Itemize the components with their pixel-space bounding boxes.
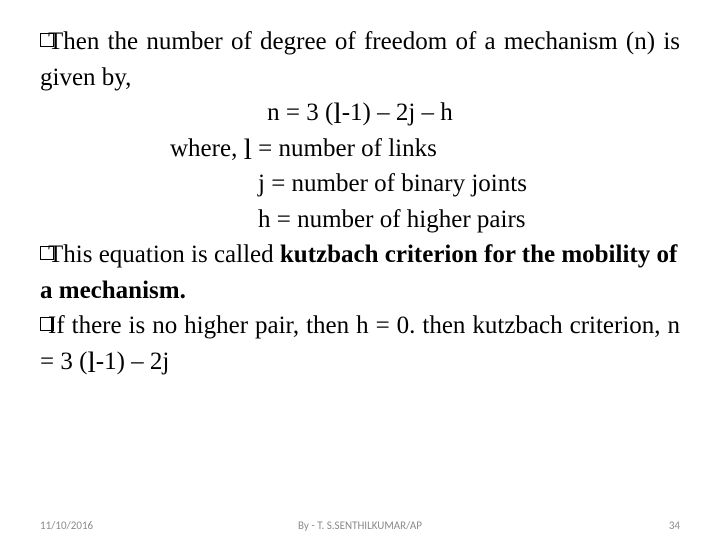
def-j-text: j = number of binary joints <box>258 170 527 197</box>
formula-part-b: -1) – 2j – h <box>342 99 453 126</box>
script-l: l <box>244 133 252 166</box>
paragraph-criterion-name: This equation is called kutzbach criteri… <box>40 237 680 308</box>
def-j-line: j = number of binary joints <box>258 166 680 202</box>
slide-footer: 11/10/2016 By - T. S.SENTHILKUMAR/AP 34 <box>0 519 720 532</box>
def-h-line: h = number of higher pairs <box>258 202 680 238</box>
slide-page: Then the number of degree of freedom of … <box>0 0 720 540</box>
paragraph-no-higher-pair: If there is no higher pair, then h = 0. … <box>40 308 680 379</box>
slide-content: Then the number of degree of freedom of … <box>40 24 680 379</box>
script-l: l <box>333 97 341 130</box>
text-intro: Then the number of degree of freedom of … <box>40 28 680 91</box>
def-h-text: h = number of higher pairs <box>258 206 526 233</box>
where-label: where, <box>170 135 244 162</box>
footer-author: By - T. S.SENTHILKUMAR/AP <box>0 519 720 532</box>
criterion-text-a: This equation is called <box>48 241 280 268</box>
formula-kutzbach: n = 3 (l-1) – 2j – h <box>40 95 680 131</box>
bullet-box-icon <box>40 33 54 47</box>
formula-part-a: n = 3 ( <box>267 99 333 126</box>
where-def-l: = number of links <box>252 135 437 162</box>
script-l: l <box>87 346 95 379</box>
footer-page-number: 34 <box>669 519 680 532</box>
paragraph-dof-intro: Then the number of degree of freedom of … <box>40 24 680 95</box>
if-text-b: -1) – 2j <box>96 348 170 375</box>
bullet-box-icon <box>40 246 54 260</box>
bullet-box-icon <box>40 317 54 331</box>
where-line: where, l = number of links <box>170 131 680 167</box>
footer-date: 11/10/2016 <box>40 519 93 532</box>
